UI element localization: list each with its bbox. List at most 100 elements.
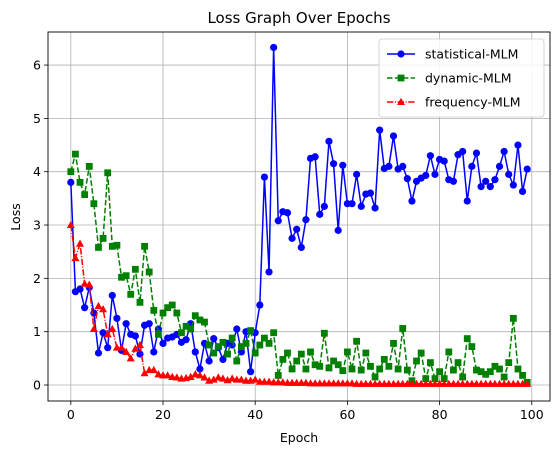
legend-label: dynamic-MLM: [425, 71, 511, 86]
data-point: [330, 357, 337, 365]
data-point: [265, 268, 273, 276]
data-point: [422, 375, 430, 383]
data-point: [251, 349, 259, 357]
data-point: [104, 169, 112, 177]
data-point: [523, 379, 532, 387]
data-point: [247, 327, 254, 335]
data-point: [436, 368, 443, 376]
data-point: [196, 316, 204, 324]
data-point: [449, 177, 458, 185]
x-tick-label: 60: [339, 407, 355, 422]
data-point: [519, 372, 526, 379]
data-point: [113, 241, 121, 249]
data-point: [329, 160, 338, 168]
data-point: [168, 301, 176, 309]
series-layer: [66, 43, 532, 387]
data-point: [150, 348, 158, 356]
data-point: [260, 173, 269, 181]
data-point: [518, 187, 527, 196]
data-point: [495, 162, 504, 170]
plot-frame: [47, 31, 551, 402]
data-point: [297, 243, 305, 252]
data-point: [81, 191, 89, 199]
data-point: [191, 348, 199, 356]
x-tick-label: 100: [520, 407, 544, 422]
legend-marker: [397, 74, 405, 82]
data-point: [334, 226, 342, 234]
data-point: [486, 183, 494, 191]
data-point: [72, 150, 79, 158]
data-point: [256, 301, 264, 309]
series-statistical-MLM: [67, 43, 531, 376]
data-point: [131, 265, 139, 273]
data-point: [113, 314, 121, 322]
data-point: [376, 365, 384, 373]
data-point: [344, 348, 351, 356]
data-point: [210, 349, 218, 357]
legend-entry: dynamic-MLM: [387, 71, 511, 86]
x-tick-label: 40: [247, 407, 263, 422]
data-point: [145, 320, 153, 328]
data-point: [491, 362, 499, 370]
data-point: [486, 368, 494, 376]
data-point: [205, 357, 213, 365]
data-point: [454, 359, 462, 367]
data-point: [500, 147, 508, 156]
data-point: [164, 304, 172, 312]
data-point: [191, 370, 200, 378]
data-point: [417, 349, 425, 357]
data-point: [389, 132, 398, 140]
x-axis-label: Epoch: [280, 430, 318, 445]
data-point: [505, 359, 513, 367]
data-point: [246, 368, 255, 376]
data-point: [76, 285, 84, 293]
data-point: [76, 239, 85, 247]
data-point: [99, 234, 107, 242]
data-point: [477, 368, 485, 376]
data-point: [284, 349, 291, 357]
data-point: [274, 372, 282, 379]
data-point: [195, 371, 204, 379]
data-point: [440, 157, 448, 165]
data-point: [94, 301, 103, 310]
data-point: [150, 306, 158, 314]
data-point: [80, 279, 89, 287]
y-tick-label: 6: [33, 58, 41, 73]
legend-box: [378, 38, 545, 118]
data-point: [131, 344, 140, 352]
data-point: [127, 290, 135, 298]
data-point: [89, 324, 98, 333]
data-point: [459, 373, 467, 381]
data-point: [219, 355, 227, 364]
y-tick-label: 0: [33, 378, 41, 393]
data-point: [233, 357, 241, 365]
legend-label: frequency-MLM: [425, 95, 521, 110]
data-point: [200, 373, 209, 381]
data-point: [297, 350, 305, 358]
data-point: [463, 335, 471, 343]
data-point: [71, 253, 80, 262]
data-point: [385, 362, 393, 370]
data-point: [99, 305, 108, 313]
data-point: [154, 370, 163, 378]
data-point: [118, 273, 125, 281]
data-point: [283, 209, 292, 217]
data-point: [149, 365, 158, 374]
data-point: [523, 165, 531, 173]
legend-marker: [397, 50, 405, 58]
data-point: [311, 361, 319, 369]
data-point: [440, 375, 448, 383]
data-point: [450, 366, 457, 374]
data-point: [293, 357, 301, 365]
data-point: [339, 161, 347, 169]
data-point: [380, 356, 388, 363]
data-point: [394, 365, 402, 373]
data-point: [403, 175, 411, 183]
data-point: [108, 324, 117, 333]
y-axis-label: Loss: [8, 203, 23, 230]
data-point: [403, 366, 411, 374]
data-point: [366, 189, 375, 197]
data-point: [431, 170, 439, 178]
data-point: [426, 359, 434, 367]
